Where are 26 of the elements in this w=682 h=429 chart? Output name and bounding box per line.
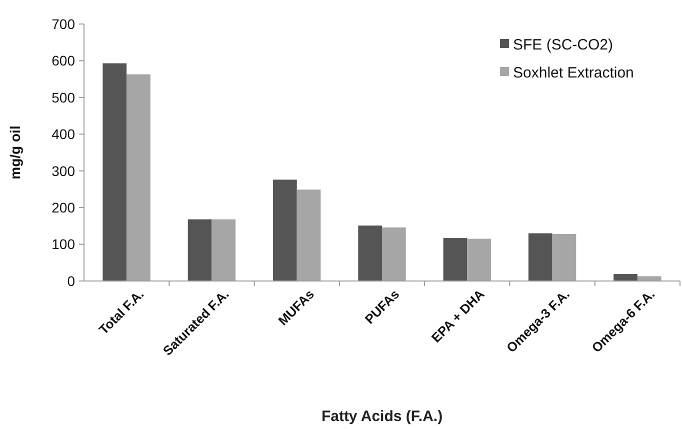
y-tick-label: 300	[52, 162, 76, 179]
bar	[637, 276, 662, 281]
legend-label: SFE (SC-CO2)	[513, 36, 614, 54]
bar	[358, 226, 382, 281]
bar	[552, 234, 576, 281]
y-tick-label: 500	[52, 89, 76, 106]
x-axis-title: Fatty Acids (F.A.)	[321, 408, 443, 425]
bar	[188, 219, 212, 281]
bar	[212, 219, 236, 281]
y-axis-title: mg/g oil	[7, 126, 23, 180]
y-tick-label: 600	[52, 52, 76, 69]
bar	[467, 238, 491, 281]
y-tick-label: 700	[52, 16, 76, 32]
bar	[382, 227, 406, 281]
bar	[528, 233, 552, 281]
bar	[443, 238, 468, 281]
y-tick-label: 100	[52, 236, 76, 252]
legend-label: Soxhlet Extraction	[513, 64, 634, 82]
bar	[126, 74, 150, 281]
y-tick-label: 200	[52, 199, 76, 216]
y-tick-label: 400	[52, 126, 76, 142]
bar	[614, 274, 638, 281]
bar	[102, 63, 127, 281]
bar	[273, 180, 297, 281]
y-tick-label: 0	[67, 272, 76, 289]
bar	[296, 190, 321, 281]
